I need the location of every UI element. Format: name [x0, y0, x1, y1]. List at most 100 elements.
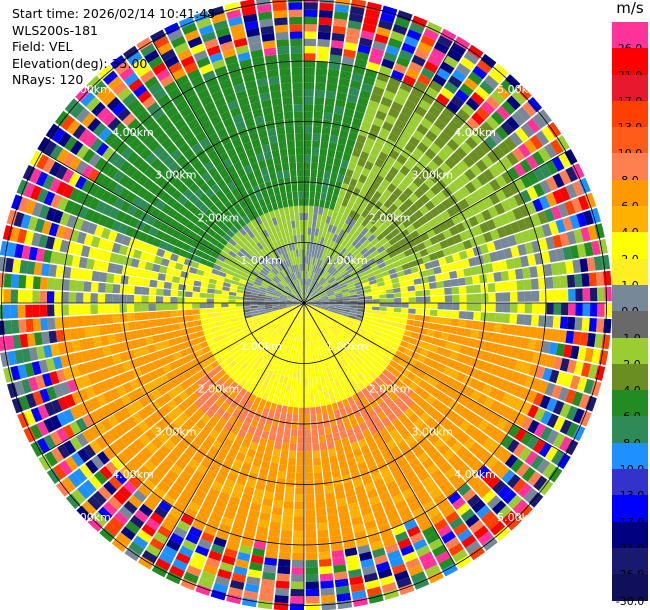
- gate: [444, 157, 457, 169]
- gate: [347, 411, 356, 421]
- gate: [394, 265, 404, 273]
- gate: [119, 304, 127, 313]
- gate: [87, 495, 102, 511]
- gate: [490, 90, 506, 105]
- gate: [294, 356, 299, 364]
- gate: [465, 285, 474, 294]
- gate: [216, 450, 227, 461]
- gate: [321, 319, 328, 326]
- gate: [277, 367, 283, 375]
- gate: [328, 232, 335, 241]
- gate: [352, 448, 363, 458]
- gate: [268, 337, 275, 345]
- gate: [228, 586, 243, 598]
- gate: [514, 178, 526, 192]
- gate: [291, 574, 304, 582]
- gate: [338, 189, 346, 199]
- gate: [459, 56, 475, 71]
- gate: [54, 317, 63, 330]
- gate: [313, 206, 319, 214]
- gate: [228, 360, 237, 369]
- gate: [368, 54, 382, 65]
- gate: [330, 250, 337, 258]
- gate: [329, 357, 335, 366]
- gate: [348, 387, 357, 396]
- gate: [544, 208, 555, 223]
- gate: [489, 342, 499, 354]
- gate: [223, 509, 236, 520]
- gate: [317, 287, 324, 293]
- gate: [358, 174, 368, 184]
- gate: [324, 97, 335, 107]
- gate: [461, 450, 474, 464]
- gate: [470, 390, 482, 402]
- gate: [313, 306, 321, 310]
- gate: [505, 116, 520, 131]
- gate: [290, 362, 295, 371]
- gate: [565, 260, 574, 274]
- gate: [266, 313, 275, 318]
- gate: [365, 435, 375, 445]
- gate: [317, 244, 323, 252]
- gate: [248, 339, 257, 346]
- gate: [333, 187, 341, 197]
- gate: [520, 230, 531, 243]
- gate: [313, 362, 319, 371]
- gate: [253, 320, 262, 325]
- gate: [420, 363, 430, 373]
- gate: [401, 176, 413, 187]
- gate: [314, 303, 322, 305]
- gate: [306, 349, 310, 357]
- gate: [383, 473, 395, 485]
- gate: [270, 339, 277, 347]
- gate: [517, 303, 525, 314]
- gate: [423, 303, 431, 309]
- gate: [517, 348, 528, 361]
- gate: [316, 251, 321, 259]
- gate: [251, 434, 261, 444]
- gate: [306, 312, 309, 321]
- gate: [393, 208, 403, 218]
- gate: [551, 156, 565, 172]
- gate: [276, 200, 284, 209]
- gate: [347, 561, 361, 571]
- gate: [321, 270, 327, 277]
- gate: [314, 198, 320, 207]
- gate: [539, 290, 547, 302]
- gate: [403, 268, 412, 276]
- gate: [394, 303, 402, 308]
- gate: [290, 436, 297, 444]
- gate: [329, 217, 336, 226]
- gate: [527, 254, 537, 266]
- gate: [371, 310, 380, 315]
- gate: [87, 516, 103, 532]
- gate: [359, 89, 371, 100]
- gate: [213, 352, 223, 360]
- gate: [206, 378, 216, 388]
- ray: [306, 304, 571, 470]
- gate: [487, 283, 496, 293]
- gate: [349, 341, 358, 349]
- gate: [203, 564, 218, 576]
- gate: [392, 469, 404, 480]
- gate: [373, 141, 384, 152]
- gate: [152, 359, 162, 370]
- gate: [319, 278, 326, 285]
- gate: [278, 336, 285, 344]
- gate: [289, 443, 297, 451]
- gate: [225, 377, 234, 387]
- gate: [373, 509, 386, 520]
- gate: [388, 402, 399, 412]
- gate: [459, 294, 467, 303]
- gate: [308, 319, 312, 327]
- gate: [318, 268, 324, 276]
- gate: [73, 468, 88, 484]
- gate: [399, 281, 408, 288]
- gate: [429, 124, 442, 137]
- gate: [430, 360, 440, 370]
- gate: [318, 427, 325, 436]
- gate: [361, 261, 370, 269]
- gate: [494, 160, 507, 174]
- gate: [346, 200, 355, 210]
- gate: [326, 351, 332, 359]
